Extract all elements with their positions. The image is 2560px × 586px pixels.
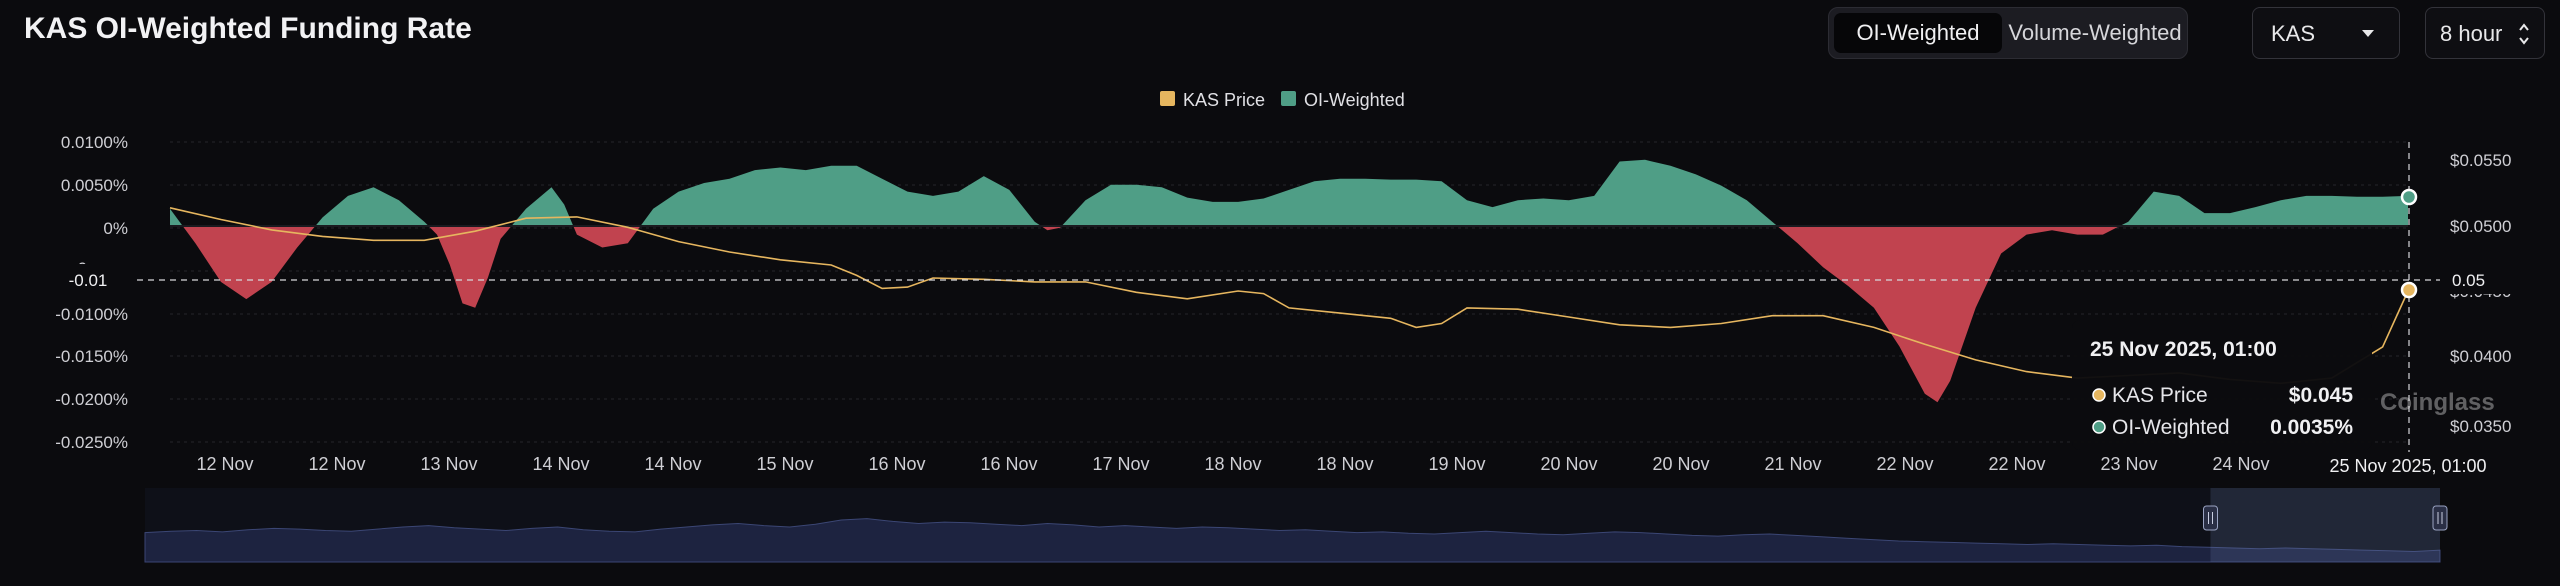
tab-oi-weighted[interactable]: OI-Weighted — [1834, 13, 2002, 53]
y-left-tick-label: 0.0050% — [61, 176, 128, 195]
y-right-tick-label: $0.0350 — [2450, 417, 2511, 436]
x-tick-label: 22 Nov — [1876, 454, 1933, 474]
oi-weighted-negative-area — [170, 226, 2408, 403]
chart-legend: KAS Price OI-Weighted — [1160, 90, 1405, 110]
navigator-handle-right[interactable] — [2432, 505, 2448, 531]
legend-label-kas-price: KAS Price — [1183, 90, 1265, 110]
x-tick-label: 17 Nov — [1092, 454, 1149, 474]
x-tick-label: 19 Nov — [1428, 454, 1485, 474]
y-left-tick-label: 0% — [103, 219, 128, 238]
legend-label-oi-weighted: OI-Weighted — [1304, 90, 1405, 110]
x-tick-label: 14 Nov — [532, 454, 589, 474]
kas-price-hover-dot — [2400, 281, 2418, 299]
tooltip-box — [2072, 320, 2372, 450]
crosshair-left-label: -0.01 — [69, 271, 108, 290]
interval-select-value: 8 hour — [2440, 21, 2503, 46]
coin-select[interactable]: KAS — [2252, 7, 2400, 59]
legend-swatch-kas-price — [1160, 91, 1175, 106]
x-tick-label: 16 Nov — [980, 454, 1037, 474]
tooltip-value: 0.0035% — [2270, 416, 2353, 439]
x-tick-label: 22 Nov — [1988, 454, 2045, 474]
tab-volume-weighted[interactable]: Volume-Weighted — [2008, 20, 2182, 45]
x-tick-label: 20 Nov — [1652, 454, 1709, 474]
x-tick-label: 13 Nov — [420, 454, 477, 474]
oi-weighted-hover-dot — [2400, 188, 2418, 206]
oi-weighted-positive-area — [170, 159, 2408, 226]
x-tick-label: 14 Nov — [644, 454, 701, 474]
y-left-tick-label: -0.0250% — [55, 433, 128, 452]
x-tick-label: 12 Nov — [308, 454, 365, 474]
range-navigator — [144, 488, 2448, 563]
navigator-handle-left[interactable] — [2203, 505, 2218, 531]
x-tick-label: 20 Nov — [1540, 454, 1597, 474]
x-tick-label: 12 Nov — [196, 454, 253, 474]
tooltip-date: 25 Nov 2025, 01:00 — [2090, 338, 2277, 361]
kas-price-line — [169, 207, 2409, 385]
x-tick-label: 16 Nov — [868, 454, 925, 474]
x-tick-label: 24 Nov — [2212, 454, 2269, 474]
y-left-tick-label: -0.0150% — [55, 347, 128, 366]
crosshair-left-bg — [40, 264, 136, 294]
x-tick-label: 18 Nov — [1204, 454, 1261, 474]
chevron-down-icon — [2362, 30, 2374, 37]
x-tick-label: 18 Nov — [1316, 454, 1373, 474]
tooltip-dot — [2092, 420, 2106, 434]
y-left-tick-label: -0.0100% — [55, 305, 128, 324]
crosshair-right-bg — [2440, 264, 2520, 294]
tooltip-label: KAS Price — [2112, 384, 2208, 407]
updown-chevron-icon — [2519, 23, 2529, 45]
page-title: KAS OI-Weighted Funding Rate — [24, 12, 472, 45]
y-right-tick-label: $0.0550 — [2450, 151, 2511, 170]
tooltip-dot — [2092, 388, 2106, 402]
legend-swatch-oi-weighted — [1281, 91, 1296, 106]
y-right-tick-label: $0.0500 — [2450, 217, 2511, 236]
watermark: Coinglass — [2380, 389, 2495, 416]
y-right-tick-label: $0.0400 — [2450, 347, 2511, 366]
y-left-tick-label: -0.0200% — [55, 390, 128, 409]
interval-select[interactable]: 8 hour — [2425, 7, 2545, 59]
coin-select-value: KAS — [2271, 21, 2316, 46]
x-tick-label: 21 Nov — [1764, 454, 1821, 474]
crosshair-right-label: 0.05 — [2452, 271, 2485, 290]
navigator-overview — [144, 518, 2441, 563]
tooltip-label: OI-Weighted — [2112, 416, 2230, 439]
y-left-tick-label: 0.0100% — [61, 133, 128, 152]
chart-tooltip: 25 Nov 2025, 01:00 KAS Price $0.045 OI-Weig… — [2072, 320, 2372, 450]
tooltip-value: $0.045 — [2289, 384, 2354, 407]
x-tick-label: 15 Nov — [756, 454, 813, 474]
navigator-selection — [2210, 488, 2440, 562]
active-x-label: 25 Nov 2025, 01:00 — [2329, 456, 2486, 476]
x-tick-label: 23 Nov — [2100, 454, 2157, 474]
active-x-label-bg — [2322, 452, 2492, 480]
weighting-toggle: OI-Weighted Volume-Weighted — [1828, 7, 2188, 59]
